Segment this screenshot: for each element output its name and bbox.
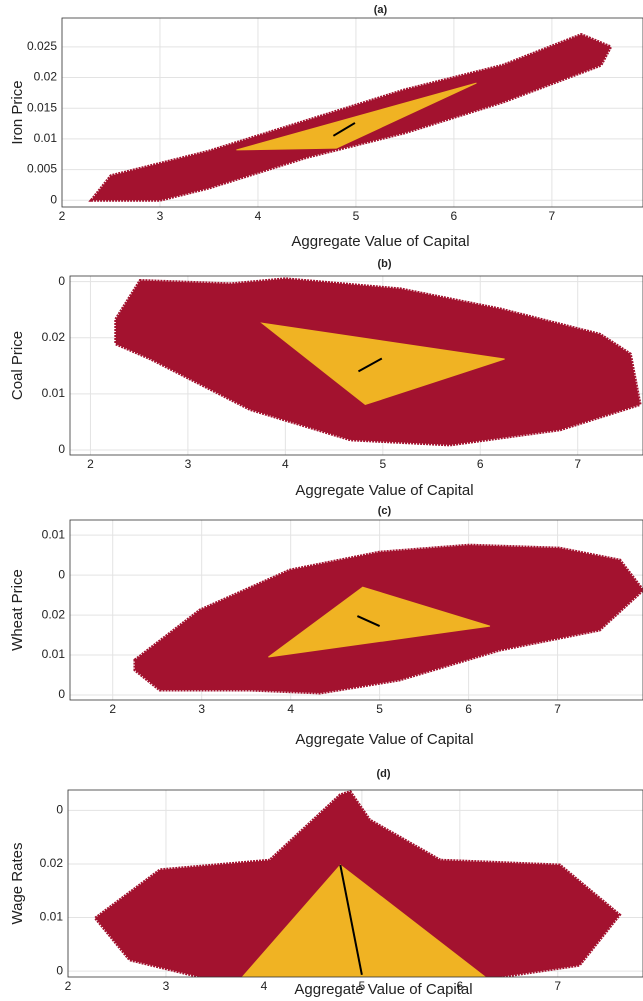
y-axis-label: Coal Price (9, 331, 26, 400)
point-cloud (88, 32, 613, 202)
axes-frame (69, 275, 643, 456)
x-tick-label: 6 (451, 209, 458, 223)
y-tick-label: 0.01 (42, 386, 66, 400)
y-tick-label: 0 (58, 274, 65, 288)
y-tick-label: 0.02 (34, 70, 58, 84)
y-axis-label: Wage Rates (9, 843, 26, 925)
path-line (332, 122, 356, 137)
x-tick-label: 2 (87, 457, 94, 471)
x-tick-label: 3 (185, 457, 192, 471)
x-tick-label: 5 (376, 702, 383, 716)
chart-title: (a) (374, 4, 388, 16)
x-tick-label: 6 (465, 702, 472, 716)
chart-title: (d) (376, 768, 390, 780)
y-axis-label: Iron Price (9, 80, 26, 144)
panel: 2 3 4 5 6 7 0 0.01 0.02 0 (b) Aggregate Value of Ca… (9, 258, 643, 499)
region (236, 82, 477, 151)
plot-marks (88, 32, 613, 202)
y-tick-label: 0 (50, 192, 57, 206)
path-line (339, 864, 363, 976)
region (260, 322, 505, 406)
axes-frame (61, 17, 643, 208)
chart-title: (c) (378, 505, 392, 517)
region (268, 586, 491, 658)
path-line (356, 615, 381, 627)
x-tick-label: 5 (379, 457, 386, 471)
x-tick-label: 2 (109, 702, 116, 716)
x-tick-label: 6 (456, 979, 463, 993)
y-axis-label: Wheat Price (9, 569, 26, 651)
panel: 2 3 4 5 6 7 0 0.005 0.01 0.015 0.02 0.025 (a) Aggrega… (9, 4, 643, 250)
x-tick-label: 4 (255, 209, 262, 223)
axes-frame (67, 789, 643, 978)
y-tick-label: 0.01 (42, 527, 66, 541)
x-tick-label: 6 (477, 457, 484, 471)
x-tick-label: 4 (261, 979, 268, 993)
x-axis-label: Aggregate Value of Capital (295, 731, 473, 748)
x-tick-label: 7 (574, 457, 581, 471)
y-tick-label: 0 (58, 442, 65, 456)
x-tick-label: 5 (359, 979, 366, 993)
x-axis-label: Aggregate Value of Capital (295, 482, 473, 499)
plot-marks (133, 543, 643, 695)
y-tick-label: 0 (56, 803, 63, 817)
y-tick-label: 0 (56, 963, 63, 977)
x-tick-label: 5 (353, 209, 360, 223)
y-tick-label: 0.02 (42, 330, 66, 344)
y-tick-label: 0.005 (27, 162, 57, 176)
x-tick-label: 7 (554, 702, 561, 716)
path-line (357, 357, 383, 373)
x-tick-label: 2 (65, 979, 72, 993)
y-tick-label: 0 (58, 687, 65, 701)
y-tick-label: 0.02 (40, 856, 64, 870)
axes-frame (69, 519, 643, 701)
x-tick-label: 4 (287, 702, 294, 716)
chart-title: (b) (377, 258, 391, 270)
x-tick-label: 3 (163, 979, 170, 993)
plot-marks (93, 790, 622, 977)
region (241, 864, 487, 977)
y-tick-label: 0.01 (40, 910, 64, 924)
y-tick-label: 0.01 (34, 131, 58, 145)
x-tick-label: 4 (282, 457, 289, 471)
x-tick-label: 2 (59, 209, 66, 223)
x-axis-label: Aggregate Value of Capital (291, 233, 469, 250)
y-tick-label: 0 (58, 567, 65, 581)
x-tick-label: 7 (549, 209, 556, 223)
y-tick-label: 0.01 (42, 647, 66, 661)
x-axis-label: Aggregate Value of Capital (294, 981, 472, 998)
x-tick-label: 3 (157, 209, 164, 223)
y-tick-label: 0.015 (27, 100, 57, 114)
x-tick-label: 7 (554, 979, 561, 993)
x-tick-label: 3 (198, 702, 205, 716)
panel: 2 3 4 5 6 7 0 0.01 0.02 0 (d) Aggregate Value of Ca… (9, 768, 643, 998)
plot-marks (114, 277, 642, 447)
y-tick-label: 0.025 (27, 39, 57, 53)
y-tick-label: 0.02 (42, 607, 66, 621)
